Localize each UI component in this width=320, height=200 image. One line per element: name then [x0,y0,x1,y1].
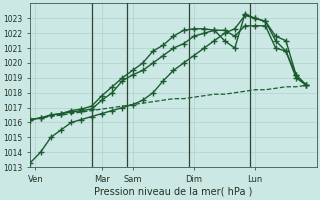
X-axis label: Pression niveau de la mer( hPa ): Pression niveau de la mer( hPa ) [94,187,252,197]
